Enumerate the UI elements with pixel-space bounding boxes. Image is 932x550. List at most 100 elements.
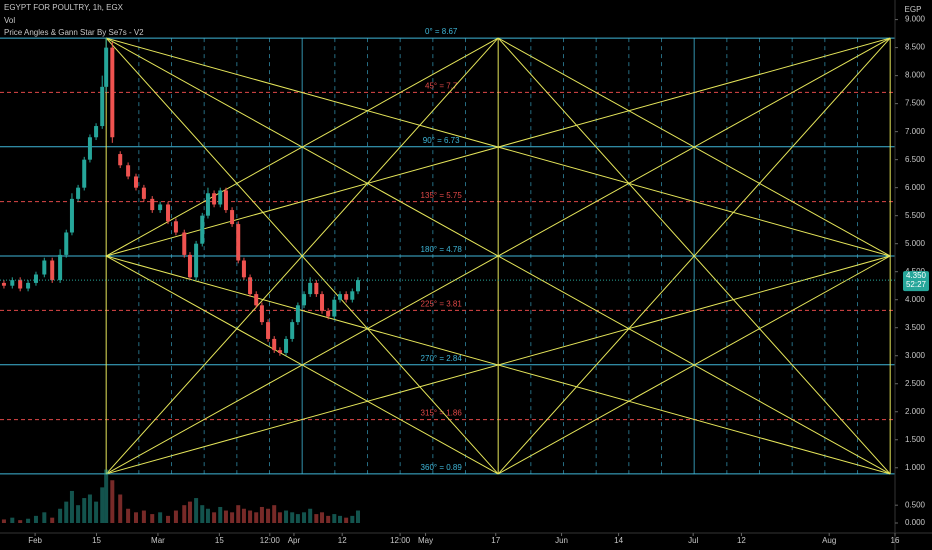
candle-body — [82, 159, 87, 188]
x-tick-label: Jul — [688, 536, 698, 545]
x-tick-label: Aug — [822, 536, 836, 545]
volume-bar — [314, 514, 319, 523]
plot-area: 0° = 8.67 45° = 7.7 90° = 6.73 135° = 5.75 1… — [0, 27, 895, 523]
candle-body — [94, 126, 99, 138]
volume-bar — [26, 518, 31, 523]
gann-angle — [105, 37, 499, 475]
volume-bar — [76, 505, 81, 523]
chart-title: EGYPT FOR POULTRY, 1h, EGX — [4, 3, 124, 12]
volume-bar — [94, 501, 99, 523]
candle-body — [200, 215, 205, 244]
volume-bar — [266, 508, 271, 523]
volume-bar — [173, 510, 178, 523]
candle-body — [150, 198, 155, 211]
volume-bar — [87, 494, 92, 523]
volume-bar — [18, 520, 23, 523]
y-tick-label: 6.500 — [905, 155, 926, 164]
x-tick-label: 12:00 — [390, 536, 411, 545]
volume-bar — [320, 512, 325, 523]
candle-body — [100, 86, 105, 127]
volume-bar — [254, 512, 259, 523]
volume-label: Vol — [4, 16, 15, 25]
candle-body — [241, 260, 246, 278]
y-tick-label: 9.000 — [905, 15, 926, 24]
candle-body — [104, 47, 109, 87]
volume-bar — [150, 514, 155, 523]
y-tick-label: 5.000 — [905, 239, 926, 248]
volume-bar — [134, 512, 139, 523]
volume-bar — [212, 512, 217, 523]
candle-body — [254, 294, 259, 306]
gann-level-label: 135° = 5.75 — [421, 191, 463, 200]
y-tick-label: 2.500 — [905, 379, 926, 388]
indicator-label: Price Angles & Gann Star By Se7s - V2 — [4, 28, 144, 37]
candle-body — [110, 47, 115, 138]
volume-bar — [58, 508, 63, 523]
volume-bar — [69, 490, 74, 523]
candle-body — [284, 338, 289, 353]
volume-bar — [187, 501, 192, 523]
volume-bar — [302, 512, 307, 523]
candle-body — [326, 310, 331, 317]
y-tick-label: 8.000 — [905, 71, 926, 80]
volume-bar — [33, 515, 38, 523]
gann-level-label: 90° = 6.73 — [423, 136, 460, 145]
volume-bar — [356, 510, 360, 523]
volume-bar — [241, 508, 246, 523]
x-tick-label: 14 — [614, 536, 623, 545]
x-tick-label: May — [418, 536, 433, 545]
countdown-label: 52:27 — [906, 280, 927, 289]
volume-bar — [50, 517, 55, 523]
x-tick-label: Feb — [28, 536, 42, 545]
candle-body — [33, 274, 38, 283]
volume-bar — [344, 517, 349, 523]
volume-bar — [290, 512, 295, 523]
volume-bar — [166, 515, 171, 523]
candle-body — [1, 282, 6, 286]
candle-body — [230, 210, 235, 225]
gann-level-label: 360° = 0.89 — [421, 463, 463, 472]
y-tick-label: 7.000 — [905, 127, 926, 136]
volume-bar — [272, 505, 277, 523]
volume-bar — [100, 487, 105, 523]
volume-bar — [10, 517, 15, 523]
candle-body — [332, 299, 337, 317]
volume-bar — [194, 498, 199, 523]
gann-angle — [497, 37, 891, 475]
volume-bar — [223, 510, 228, 523]
volume-bar — [200, 505, 205, 523]
volume-bar — [64, 501, 69, 523]
volume-bar — [141, 510, 146, 523]
y-tick-label: 2.000 — [905, 407, 926, 416]
gann-level-label: 180° = 4.78 — [421, 245, 463, 254]
candle-body — [87, 137, 92, 160]
candle-body — [69, 198, 74, 233]
volume-bar — [182, 505, 187, 523]
candle-body — [118, 154, 123, 166]
candle-body — [50, 260, 55, 281]
currency-label: EGP — [905, 5, 922, 14]
x-tick-label: 12:00 — [260, 536, 281, 545]
candle-body — [182, 232, 187, 255]
candle-body — [290, 322, 295, 339]
candle-body — [187, 254, 192, 278]
candle-body — [18, 280, 23, 289]
y-tick-label: 5.500 — [905, 211, 926, 220]
y-tick-label: 1.000 — [905, 463, 926, 472]
candle-body — [166, 204, 171, 222]
candle-body — [236, 224, 241, 261]
volume-bar — [126, 508, 131, 523]
candle-body — [302, 294, 307, 306]
candle-body — [212, 193, 217, 205]
candle-body — [173, 221, 178, 233]
last-price-tag — [903, 271, 929, 292]
candle-body — [356, 280, 360, 292]
candle-body — [248, 277, 253, 295]
volume-bar — [338, 515, 343, 523]
volume-bar — [158, 512, 163, 523]
volume-bar — [1, 519, 6, 523]
volume-bar — [284, 510, 289, 523]
volume-bar — [332, 514, 337, 523]
volume-bar — [259, 506, 264, 523]
